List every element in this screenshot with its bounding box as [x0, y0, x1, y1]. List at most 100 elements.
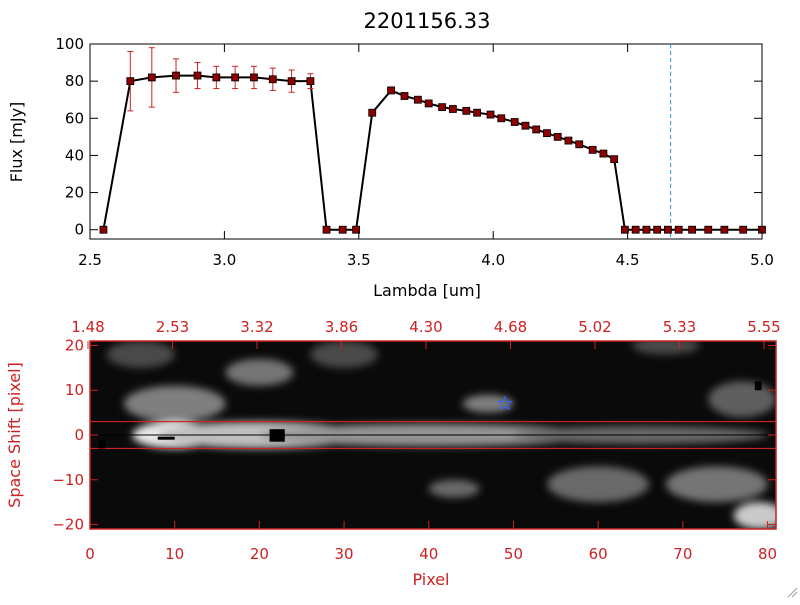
data-point-marker: [250, 73, 258, 82]
data-point-marker: [212, 73, 221, 82]
image-top-tick-label: 4.30: [409, 318, 442, 336]
data-point-marker: [543, 129, 551, 138]
spectrum-x-axis-label: Lambda [um]: [373, 281, 481, 300]
data-point-marker: [704, 225, 713, 234]
data-point-marker: [193, 71, 202, 80]
image-top-tick-label: 5.55: [747, 318, 780, 336]
data-point-marker: [575, 140, 584, 149]
data-point-marker: [497, 114, 506, 123]
data-point-marker: [448, 105, 457, 113]
data-point-marker: [287, 77, 296, 86]
data-point-marker: [368, 108, 377, 117]
image-intensity-blob: [123, 385, 226, 422]
image-y-axis-label: Space Shift [pixel]: [5, 362, 24, 508]
data-point-marker: [588, 145, 597, 154]
spectral-image-plot: 0 10 20 30 40 50 60 70 80 −20 −10 0 10 20 1.48 2.53 3.…: [5, 318, 781, 589]
spectrum-x-tick-label: 2.5: [78, 251, 102, 269]
image-x-tick-label: 0: [85, 545, 95, 563]
image-top-tick-label: 2.53: [156, 318, 189, 336]
image-top-tick-label: 3.86: [325, 318, 358, 336]
data-point-marker: [486, 110, 495, 119]
image-x-tick-label: 20: [250, 545, 269, 563]
data-point-marker: [231, 73, 240, 82]
image-top-tick-label: 5.33: [663, 318, 696, 336]
spectrum-plot-frame: [89, 43, 763, 240]
data-point-marker: [306, 77, 315, 86]
spectrum-y-tick-label: 100: [55, 35, 84, 53]
data-point-marker: [642, 225, 651, 234]
data-point-marker: [172, 71, 180, 80]
masked-pixel: [754, 381, 762, 391]
data-point-marker: [532, 125, 541, 134]
image-y-tick-label: 10: [65, 381, 84, 399]
image-intensity-blob: [733, 502, 776, 529]
data-point-marker: [610, 155, 619, 164]
spectral-image: [90, 341, 776, 529]
image-intensity-blob: [428, 479, 480, 498]
masked-pixel: [98, 439, 106, 449]
image-top-tick-label: 4.68: [494, 318, 527, 336]
image-y-tick-label: 20: [65, 336, 84, 354]
image-intensity-blob: [225, 358, 294, 386]
image-x-tick-label: 50: [504, 545, 523, 563]
image-top-tick-label: 5.02: [578, 318, 611, 336]
image-intensity-blob: [310, 341, 378, 368]
spectrum-plot: 2201156.33 2.5 3.0 3.5 4.0 4.5 5.0 0 20 40 60 80 1…: [7, 9, 774, 300]
spectrum-x-tick-label: 4.5: [616, 251, 640, 269]
image-intensity-blob: [665, 466, 768, 503]
data-point-marker: [720, 225, 729, 234]
spectrum-y-tick-label: 40: [65, 146, 84, 164]
image-x-tick-label: 10: [165, 545, 184, 563]
resize-grip-icon[interactable]: [786, 586, 798, 598]
data-point-marker: [414, 95, 422, 104]
data-point-marker: [438, 103, 447, 112]
spectrum-y-axis-label: Flux [mJy]: [7, 102, 26, 183]
image-top-tick-label: 1.48: [71, 318, 104, 336]
spectrum-x-tick-label: 3.0: [212, 251, 236, 269]
image-intensity-blob: [632, 341, 700, 355]
data-point-marker: [126, 77, 135, 86]
data-point-marker: [631, 225, 640, 234]
image-top-tick-label: 3.32: [240, 318, 273, 336]
data-point-marker: [473, 108, 481, 117]
image-y-tick-label: −20: [52, 516, 84, 534]
data-point-marker: [338, 225, 347, 234]
data-point-marker: [739, 225, 748, 234]
spectrum-y-tick-label: 60: [65, 109, 84, 127]
masked-pixel: [269, 429, 285, 442]
image-y-tick-label: −10: [52, 471, 84, 489]
data-point-marker: [510, 118, 519, 126]
data-point-marker: [674, 225, 683, 234]
image-intensity-blob: [547, 466, 649, 503]
image-intensity-blob: [462, 394, 514, 413]
data-point-marker: [599, 149, 608, 158]
spectrum-x-tick-label: 5.0: [750, 251, 774, 269]
star-marker-icon: [496, 395, 513, 411]
spectrum-title: 2201156.33: [364, 9, 491, 33]
image-x-tick-label: 30: [335, 545, 354, 563]
image-x-tick-label: 40: [419, 545, 438, 563]
data-point-marker: [424, 99, 433, 108]
data-point-marker: [621, 225, 629, 234]
data-point-marker: [352, 225, 361, 234]
data-point-marker: [462, 106, 471, 115]
data-point-marker: [688, 225, 697, 234]
spectrum-y-tick-label: 80: [65, 72, 84, 90]
image-intensity-blob: [106, 341, 175, 368]
data-point-marker: [553, 132, 562, 141]
data-point-marker: [564, 136, 573, 145]
spectrum-y-tick-label: 20: [65, 184, 84, 202]
data-point-marker: [653, 225, 662, 234]
data-point-marker: [147, 73, 156, 82]
image-y-tick-label: 0: [74, 426, 84, 444]
data-point-marker: [664, 225, 672, 234]
data-point-marker: [400, 92, 409, 100]
data-point-marker: [268, 75, 277, 84]
masked-pixel: [157, 436, 175, 440]
image-intensity-blob: [708, 381, 776, 418]
spectrum-x-tick-label: 4.0: [481, 251, 505, 269]
image-x-tick-label: 70: [673, 545, 692, 563]
image-x-tick-label: 80: [758, 545, 777, 563]
